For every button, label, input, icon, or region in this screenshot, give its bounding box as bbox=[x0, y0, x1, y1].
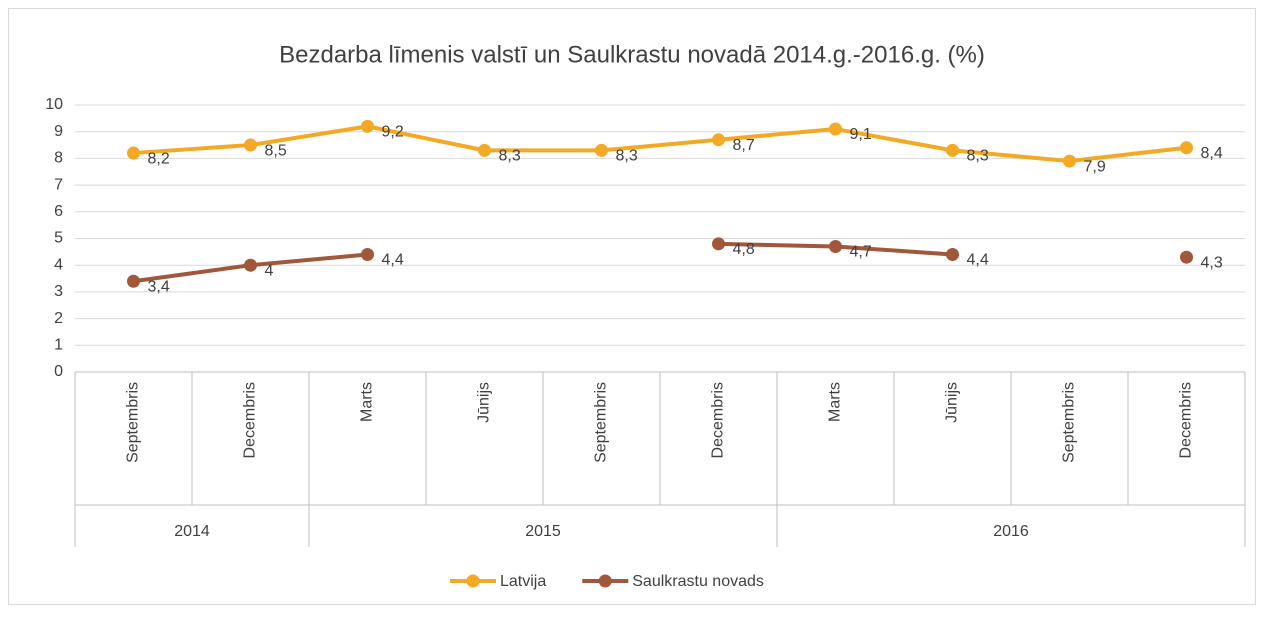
legend-label: Latvija bbox=[500, 573, 546, 590]
y-tick-label: 10 bbox=[45, 96, 63, 113]
y-tick-label: 2 bbox=[54, 310, 63, 327]
x-tick-label: Decembris bbox=[242, 382, 259, 458]
point bbox=[127, 146, 140, 160]
point bbox=[1180, 250, 1193, 264]
data-label: 8,2 bbox=[148, 150, 170, 167]
data-label: 9,1 bbox=[850, 126, 872, 143]
data-label: 4,4 bbox=[967, 252, 989, 269]
point bbox=[829, 122, 842, 136]
legend-label: Saulkrastu novads bbox=[632, 573, 764, 590]
data-label: 8,7 bbox=[733, 137, 755, 154]
point bbox=[829, 240, 842, 254]
x-tick-label: Jūnijs bbox=[476, 382, 493, 423]
y-tick-label: 8 bbox=[54, 150, 63, 167]
data-label: 8,3 bbox=[967, 148, 989, 165]
x-tick-label: Marts bbox=[359, 382, 376, 422]
y-tick-label: 3 bbox=[54, 283, 63, 300]
point bbox=[1180, 141, 1193, 155]
legend-marker bbox=[598, 574, 612, 588]
data-label: 3,4 bbox=[148, 278, 170, 295]
x-tick-label: Septembris bbox=[1061, 382, 1078, 463]
group-label: 2016 bbox=[993, 523, 1029, 540]
x-tick-label: Jūnijs bbox=[944, 382, 961, 423]
data-label: 4,7 bbox=[850, 244, 872, 261]
x-tick-label: Decembris bbox=[1178, 382, 1195, 458]
x-tick-label: Marts bbox=[827, 382, 844, 422]
y-tick-label: 0 bbox=[54, 363, 63, 380]
chart-title: Bezdarba līmenis valstī un Saulkrastu no… bbox=[279, 41, 985, 68]
data-label: 7,9 bbox=[1084, 158, 1106, 175]
data-label: 4,8 bbox=[733, 241, 755, 258]
x-tick-label: Septembris bbox=[125, 382, 142, 463]
point bbox=[478, 143, 491, 157]
data-label: 4,3 bbox=[1201, 254, 1223, 271]
point bbox=[361, 248, 374, 262]
x-tick-label: Decembris bbox=[710, 382, 727, 458]
y-tick-label: 1 bbox=[54, 337, 63, 354]
point bbox=[712, 133, 725, 147]
y-tick-label: 4 bbox=[54, 256, 63, 273]
data-label: 8,5 bbox=[265, 142, 287, 159]
point bbox=[361, 119, 374, 133]
y-tick-label: 9 bbox=[54, 123, 63, 140]
group-label: 2014 bbox=[174, 523, 210, 540]
point bbox=[946, 248, 959, 262]
data-label: 8,4 bbox=[1201, 145, 1223, 162]
point bbox=[946, 143, 959, 157]
series-line bbox=[133, 124, 1187, 164]
data-label: 4 bbox=[265, 262, 274, 279]
y-tick-label: 6 bbox=[54, 203, 63, 220]
point bbox=[127, 274, 140, 288]
chart-border bbox=[8, 8, 1256, 605]
group-label: 2015 bbox=[525, 523, 561, 540]
point bbox=[595, 143, 608, 157]
point bbox=[1063, 154, 1076, 168]
data-label: 9,2 bbox=[382, 124, 404, 141]
y-tick-label: 5 bbox=[54, 230, 63, 247]
point bbox=[244, 258, 257, 272]
y-tick-label: 7 bbox=[54, 176, 63, 193]
x-tick-label: Septembris bbox=[593, 382, 610, 463]
data-label: 8,3 bbox=[499, 148, 521, 165]
point bbox=[712, 237, 725, 251]
data-label: 8,3 bbox=[616, 148, 638, 165]
point bbox=[244, 138, 257, 152]
data-label: 4,4 bbox=[382, 252, 404, 269]
legend-marker bbox=[466, 574, 480, 588]
